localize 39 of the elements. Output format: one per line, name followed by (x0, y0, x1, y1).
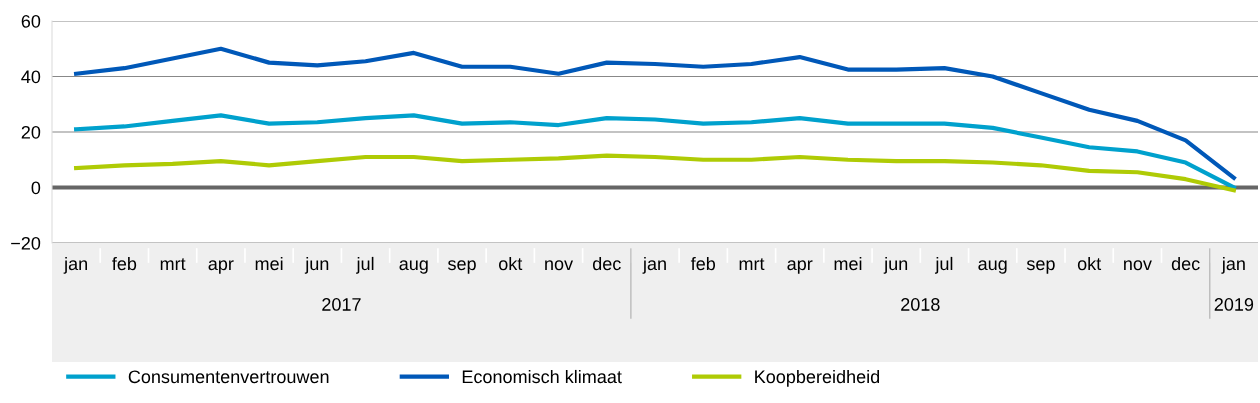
x-tick-label: feb (690, 256, 716, 271)
x-tick-label: sep (1026, 260, 1055, 274)
x-tick-label: aug (399, 260, 428, 274)
y-tick-label: 20 (21, 125, 41, 139)
x-tick-label: jun (304, 256, 329, 274)
x-tick-label: dec (592, 256, 621, 271)
x-tick-label: jan (63, 256, 87, 274)
x-tick-label: apr (787, 260, 813, 274)
x-tick-label: feb (112, 256, 137, 271)
legend-label: Koopbereidheid (755, 369, 880, 387)
x-tick-label: okt (499, 256, 523, 271)
x-tick-label: jul (356, 256, 374, 274)
line-series (74, 113, 1236, 190)
text: 2017 (322, 298, 361, 311)
x-tick-label: mei (255, 256, 283, 271)
y-tick-label: 0 (31, 181, 41, 195)
x-tick-label: mrt (739, 258, 765, 271)
x-tick-label: mei (834, 256, 862, 271)
x-tick-label: nov (1124, 260, 1152, 271)
line-series (74, 153, 1236, 193)
x-tick-label: sep (447, 260, 476, 274)
legend-label: Economisch klimaat (462, 369, 622, 384)
line-series (74, 46, 1236, 180)
x-tick-label: mrt (160, 258, 186, 271)
y-tick-label: −20 (11, 236, 41, 250)
x-tick-label: apr (208, 260, 234, 274)
x-tick-label: jun (883, 256, 908, 274)
y-tick-label: 40 (21, 70, 41, 84)
legend-label: Consumentenvertrouwen (128, 370, 329, 384)
x-tick-label: jan (1221, 256, 1245, 274)
x-tick-label: dec (1171, 256, 1200, 271)
x-tick-label: okt (1077, 256, 1102, 271)
x-tick-label: aug (978, 260, 1007, 274)
x-tick-label: nov (545, 260, 574, 271)
text: 2019 (1214, 298, 1254, 311)
text: 2018 (901, 298, 940, 311)
x-tick-label: jan (642, 256, 666, 274)
x-tick-label: jul (934, 256, 953, 274)
y-tick-label: 60 (21, 14, 41, 28)
